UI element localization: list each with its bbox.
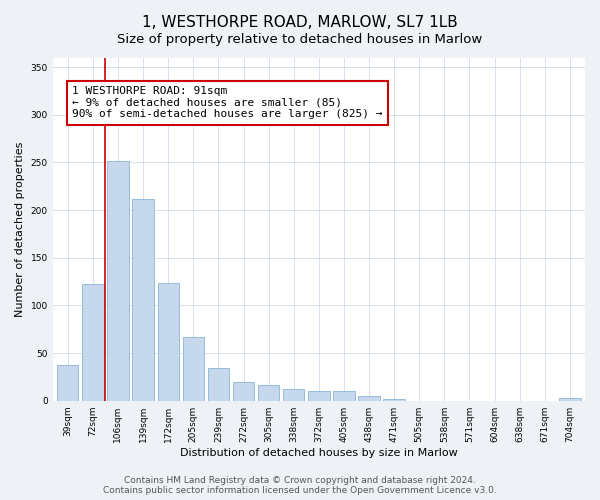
Bar xyxy=(158,284,179,401)
Y-axis label: Number of detached properties: Number of detached properties xyxy=(15,142,25,317)
Bar xyxy=(283,390,304,400)
Bar xyxy=(57,366,79,400)
Bar xyxy=(133,198,154,400)
Bar xyxy=(107,162,128,400)
Bar xyxy=(358,396,380,400)
Bar xyxy=(333,391,355,400)
Bar xyxy=(559,398,581,400)
Bar xyxy=(233,382,254,400)
Text: Size of property relative to detached houses in Marlow: Size of property relative to detached ho… xyxy=(118,32,482,46)
Text: 1, WESTHORPE ROAD, MARLOW, SL7 1LB: 1, WESTHORPE ROAD, MARLOW, SL7 1LB xyxy=(142,15,458,30)
X-axis label: Distribution of detached houses by size in Marlow: Distribution of detached houses by size … xyxy=(180,448,458,458)
Bar xyxy=(308,391,329,400)
Bar xyxy=(258,386,279,400)
Text: Contains HM Land Registry data © Crown copyright and database right 2024.
Contai: Contains HM Land Registry data © Crown c… xyxy=(103,476,497,495)
Bar xyxy=(82,284,104,401)
Bar xyxy=(182,337,204,400)
Bar xyxy=(208,368,229,400)
Bar xyxy=(383,399,405,400)
Text: 1 WESTHORPE ROAD: 91sqm
← 9% of detached houses are smaller (85)
90% of semi-det: 1 WESTHORPE ROAD: 91sqm ← 9% of detached… xyxy=(72,86,383,120)
